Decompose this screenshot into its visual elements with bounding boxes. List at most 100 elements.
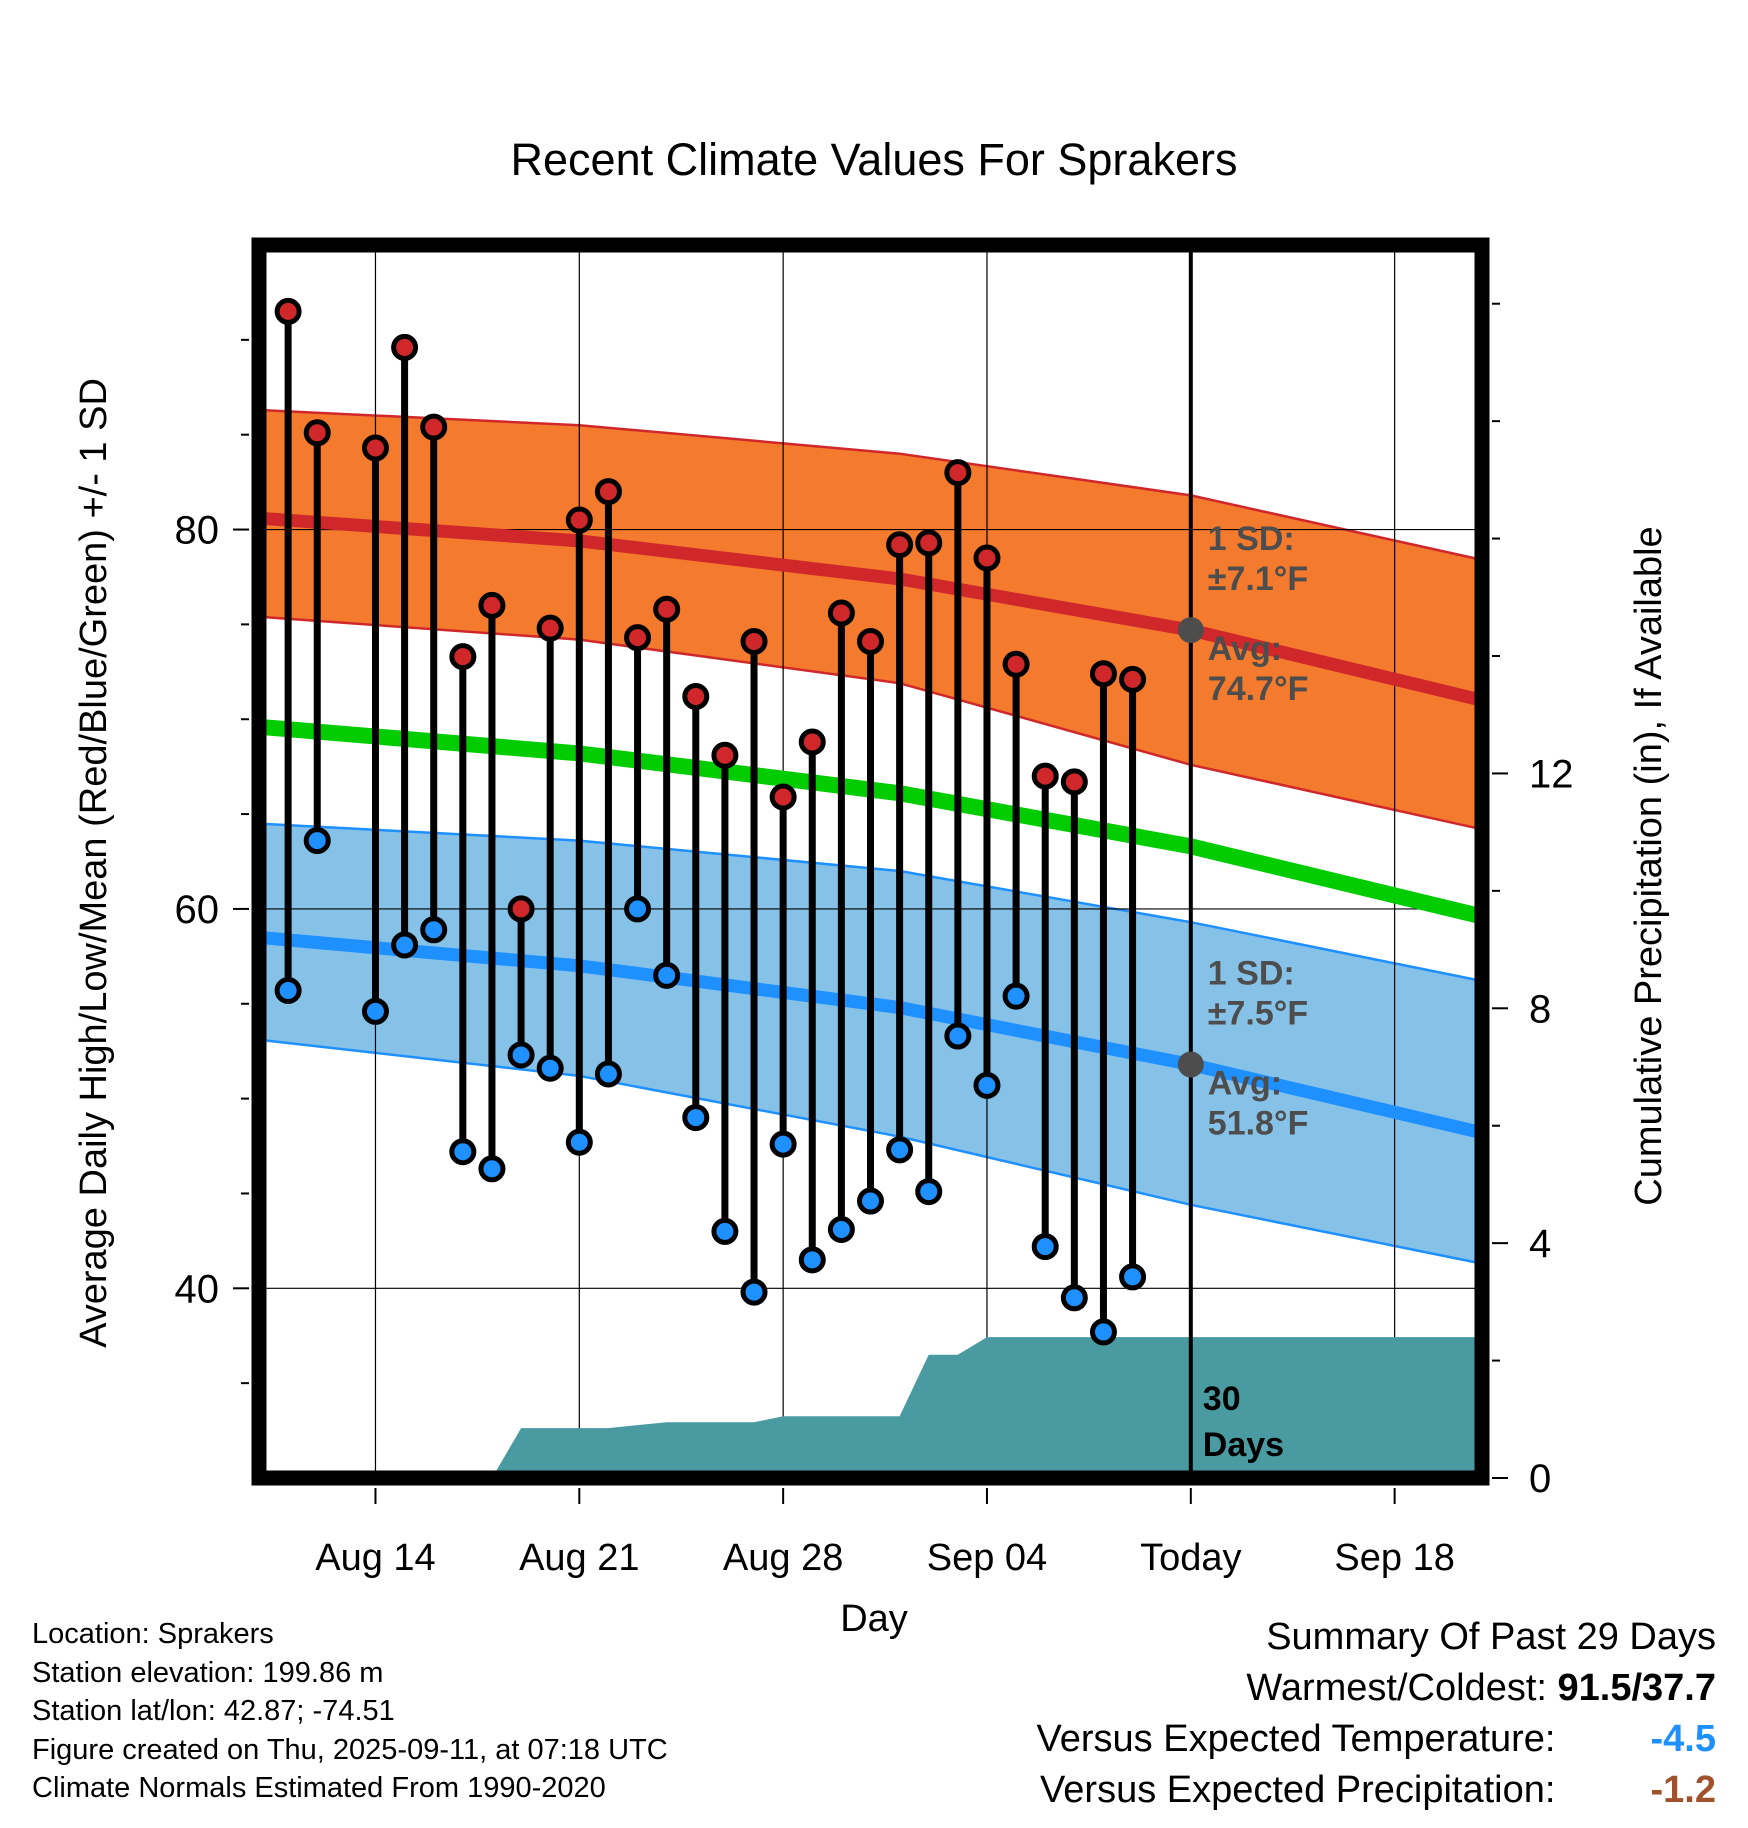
x-axis-title: Day bbox=[840, 1598, 908, 1640]
normals-text: Climate Normals Estimated From 1990-2020 bbox=[32, 1772, 606, 1804]
y-tick-label: 80 bbox=[175, 509, 220, 553]
low-marker bbox=[827, 1216, 855, 1244]
y2-axis-title: Cumulative Precipitation (in), If Availa… bbox=[1628, 526, 1670, 1205]
low-marker bbox=[478, 1155, 506, 1183]
high-marker bbox=[973, 544, 1001, 572]
high-marker bbox=[827, 599, 855, 627]
low-marker bbox=[536, 1054, 564, 1082]
precip-area bbox=[259, 1337, 1482, 1478]
high-marker bbox=[798, 728, 826, 756]
precip-area-group bbox=[259, 1337, 1482, 1478]
high-marker bbox=[711, 741, 739, 769]
low-sd-label: 1 SD: bbox=[1208, 954, 1295, 992]
low-marker bbox=[944, 1022, 972, 1050]
y2-tick-label: 0 bbox=[1529, 1457, 1551, 1501]
y-tick-label: 40 bbox=[175, 1267, 220, 1311]
temp-label: Versus Expected Temperature: bbox=[1036, 1718, 1556, 1760]
y-tick-label: 60 bbox=[175, 888, 220, 932]
low-marker bbox=[769, 1130, 797, 1158]
high-marker bbox=[1060, 768, 1088, 796]
high-marker bbox=[653, 595, 681, 623]
high-avg-label: Avg: bbox=[1208, 630, 1282, 668]
low-marker bbox=[594, 1060, 622, 1088]
high-marker bbox=[769, 783, 797, 811]
high-marker bbox=[361, 434, 389, 462]
window-days-number: 30 bbox=[1203, 1380, 1241, 1418]
high-marker bbox=[274, 297, 302, 325]
summary-warm-cold-row: Warmest/Coldest: 91.5/37.7 bbox=[1037, 1663, 1716, 1714]
summary-precip-row: Versus Expected Precipitation: -1.2 bbox=[1037, 1765, 1716, 1816]
low-marker bbox=[449, 1138, 477, 1166]
low-marker bbox=[1060, 1284, 1088, 1312]
plot-frame bbox=[251, 237, 1490, 1486]
high-marker bbox=[857, 627, 884, 655]
high-marker bbox=[1089, 660, 1117, 688]
high-marker bbox=[944, 459, 972, 487]
daily-stems bbox=[284, 311, 1137, 1332]
low-marker bbox=[507, 1041, 535, 1069]
low-sd-value: ±7.5°F bbox=[1208, 994, 1308, 1032]
axes: 40 60 80 0 4 8 12 Aug 14 Aug 21 Aug 28 Sep 04 Today… bbox=[73, 302, 1670, 1640]
latlon-text: Station lat/lon: 42.87; -74.51 bbox=[32, 1695, 395, 1727]
high-marker bbox=[1002, 650, 1030, 678]
high-sd-label: 1 SD: bbox=[1208, 520, 1295, 558]
high-upper-edge bbox=[258, 408, 1483, 562]
created-text: Figure created on Thu, 2025-09-11, at 07… bbox=[32, 1733, 668, 1766]
high-marker bbox=[391, 333, 419, 361]
summary-temp-row: Versus Expected Temperature: -4.5 bbox=[1037, 1714, 1716, 1765]
low-marker bbox=[565, 1128, 593, 1156]
high-marker bbox=[1119, 665, 1147, 693]
station-info: Location: Sprakers Station elevation: 19… bbox=[32, 1615, 668, 1808]
daily-markers bbox=[274, 297, 1147, 1346]
high-marker bbox=[507, 895, 535, 923]
high-marker bbox=[740, 627, 768, 655]
x-tick-label: Aug 28 bbox=[723, 1537, 843, 1579]
x-tick-label: Aug 21 bbox=[519, 1537, 639, 1579]
low-avg-label: Avg: bbox=[1208, 1064, 1282, 1102]
x-tick-label: Sep 04 bbox=[927, 1537, 1047, 1579]
high-marker bbox=[915, 529, 943, 557]
low-marker bbox=[711, 1217, 739, 1245]
x-tick-label: Aug 14 bbox=[315, 1537, 435, 1579]
location-text: Location: Sprakers bbox=[32, 1618, 274, 1650]
high-marker bbox=[303, 419, 331, 447]
low-marker bbox=[857, 1187, 884, 1215]
low-avg-dot bbox=[1177, 1051, 1204, 1078]
precip-label: Versus Expected Precipitation: bbox=[1040, 1769, 1556, 1811]
y2-tick-label: 8 bbox=[1529, 987, 1551, 1031]
high-avg-dot bbox=[1177, 617, 1204, 644]
high-marker bbox=[1031, 762, 1059, 790]
high-marker bbox=[624, 624, 652, 652]
temp-value: -4.5 bbox=[1650, 1718, 1716, 1760]
x-tick-label: Today bbox=[1140, 1537, 1241, 1579]
summary-title: Summary Of Past 29 Days bbox=[1266, 1616, 1716, 1658]
high-marker bbox=[682, 682, 710, 710]
low-marker bbox=[624, 895, 652, 923]
high-marker bbox=[886, 531, 914, 559]
low-marker bbox=[303, 827, 331, 855]
low-marker bbox=[915, 1178, 943, 1206]
high-marker bbox=[478, 591, 506, 619]
y2-tick-label: 12 bbox=[1529, 752, 1574, 796]
summary-panel: Summary Of Past 29 Days Warmest/Coldest:… bbox=[1037, 1612, 1716, 1816]
x-tick-label: Sep 18 bbox=[1334, 1537, 1454, 1579]
high-marker bbox=[420, 413, 448, 441]
low-marker bbox=[798, 1246, 826, 1274]
low-marker bbox=[1119, 1263, 1147, 1291]
low-marker bbox=[740, 1278, 768, 1306]
elevation-text: Station elevation: 199.86 m bbox=[32, 1656, 384, 1689]
low-marker bbox=[420, 916, 448, 944]
high-marker bbox=[565, 506, 593, 534]
low-marker bbox=[1002, 982, 1030, 1010]
high-marker bbox=[594, 478, 622, 506]
low-marker bbox=[391, 931, 419, 959]
low-marker bbox=[653, 961, 681, 989]
high-avg-value: 74.7°F bbox=[1208, 670, 1309, 708]
precip-value: -1.2 bbox=[1650, 1769, 1716, 1811]
low-avg-value: 51.8°F bbox=[1208, 1104, 1309, 1142]
warm-cold-label: Warmest/Coldest: bbox=[1246, 1667, 1547, 1709]
low-marker bbox=[361, 997, 389, 1025]
high-marker bbox=[449, 643, 477, 671]
